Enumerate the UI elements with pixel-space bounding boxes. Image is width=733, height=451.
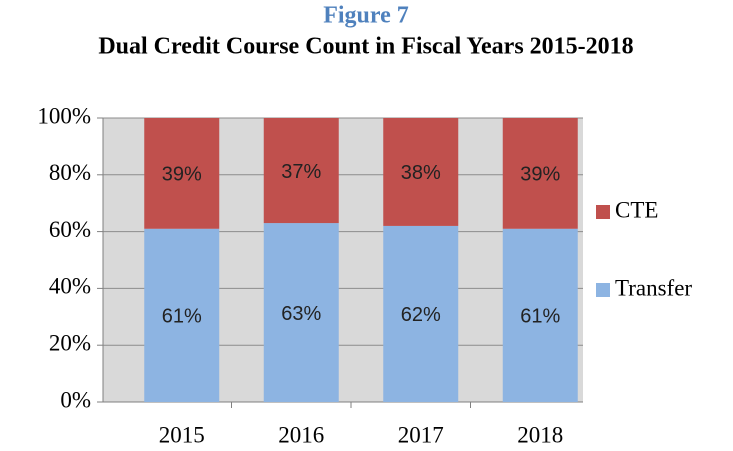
data-label: 63% bbox=[281, 303, 321, 325]
x-tick-label: 2017 bbox=[398, 422, 444, 447]
x-tick-label: 2015 bbox=[159, 422, 205, 447]
data-label: 38% bbox=[401, 162, 441, 184]
x-tick-label: 2016 bbox=[278, 422, 324, 447]
y-tick-label: 100% bbox=[37, 103, 91, 128]
chart-subtitle: Dual Credit Course Count in Fiscal Years… bbox=[98, 34, 633, 60]
legend-swatch bbox=[596, 205, 610, 219]
bar-segment bbox=[263, 118, 339, 224]
x-tick-label: 2018 bbox=[517, 422, 563, 447]
data-label: 61% bbox=[520, 306, 560, 328]
y-tick-label: 80% bbox=[49, 160, 91, 185]
data-label: 62% bbox=[401, 304, 441, 326]
legend-label: Transfer bbox=[615, 275, 692, 300]
y-tick-label: 60% bbox=[49, 217, 91, 242]
data-label: 37% bbox=[281, 161, 321, 183]
bar-segment bbox=[383, 118, 459, 226]
chart-title: Figure 7 bbox=[323, 3, 409, 29]
y-tick-label: 0% bbox=[60, 387, 91, 412]
legend-label: CTE bbox=[615, 197, 658, 222]
data-label: 39% bbox=[162, 164, 202, 186]
bar-segment bbox=[144, 228, 220, 402]
bar-segment bbox=[502, 228, 578, 402]
bar-segment bbox=[263, 223, 339, 402]
data-label: 61% bbox=[162, 306, 202, 328]
bar-segment bbox=[144, 118, 220, 229]
y-tick-label: 40% bbox=[49, 274, 91, 299]
y-tick-label: 20% bbox=[49, 330, 91, 355]
data-label: 39% bbox=[520, 164, 560, 186]
bar-segment bbox=[383, 225, 459, 402]
bar-segment bbox=[502, 118, 578, 229]
legend-swatch bbox=[596, 283, 610, 297]
